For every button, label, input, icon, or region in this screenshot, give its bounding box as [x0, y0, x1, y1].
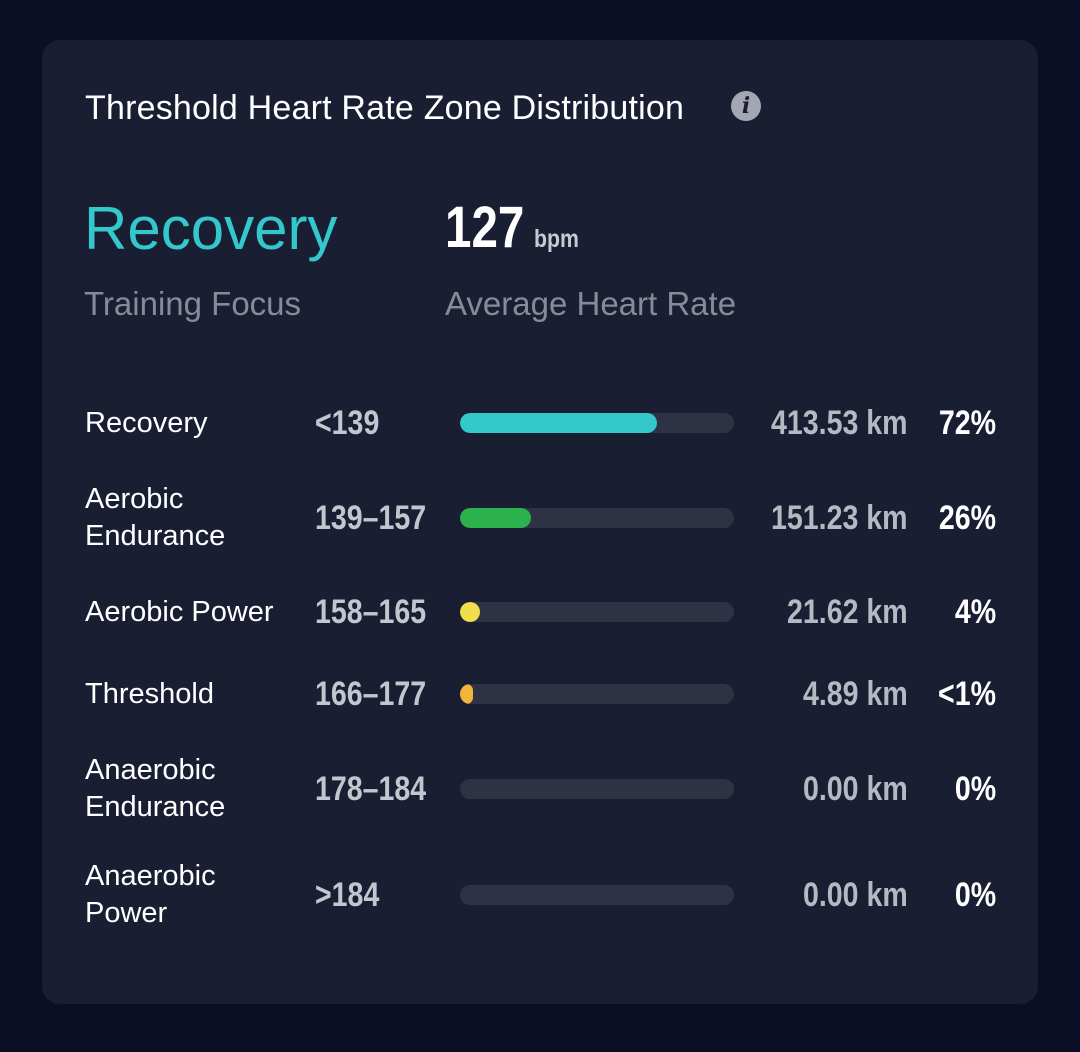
- average-heart-rate-value: 127 bpm: [445, 195, 587, 261]
- zone-range: 139–157: [315, 499, 427, 537]
- zone-range: 178–184: [315, 770, 427, 808]
- zone-percent: 4%: [954, 593, 996, 631]
- zone-name: Threshold: [85, 677, 214, 710]
- zone-progress-bar: [460, 602, 734, 622]
- zone-distance: 0.00 km: [803, 770, 908, 808]
- zone-progress-bar: [460, 885, 734, 905]
- training-focus-label: Training Focus: [84, 285, 302, 322]
- zone-range: 158–165: [315, 593, 427, 631]
- zone-distribution-card: Threshold Heart Rate Zone Distribution i…: [42, 40, 1038, 1004]
- training-focus-value: Recovery: [84, 195, 338, 262]
- zone-name: Anaerobic Endurance: [85, 754, 226, 823]
- average-heart-rate-number: 127: [445, 195, 525, 260]
- zone-progress-fill: [460, 684, 473, 704]
- zone-progress-bar: [460, 508, 734, 528]
- info-icon[interactable]: i: [731, 91, 761, 121]
- zone-progress-bar: [460, 779, 734, 799]
- zone-distance: 4.89 km: [803, 675, 908, 713]
- zone-range: >184: [315, 876, 380, 914]
- zone-name: Aerobic Power: [85, 595, 274, 628]
- zone-range: <139: [315, 404, 380, 442]
- zone-name: Aerobic Endurance: [85, 483, 226, 552]
- zone-progress-bar: [460, 684, 734, 704]
- zone-distance: 413.53 km: [771, 404, 908, 442]
- zone-distance: 151.23 km: [771, 499, 908, 537]
- zone-distance: 0.00 km: [803, 876, 908, 914]
- average-heart-rate-unit: bpm: [534, 225, 580, 253]
- zone-percent: 26%: [938, 499, 996, 537]
- zone-percent: 0%: [954, 876, 996, 914]
- zone-percent: <1%: [938, 675, 996, 713]
- zone-progress-fill: [460, 602, 480, 622]
- zone-name: Anaerobic Power: [85, 860, 216, 929]
- zone-name: Recovery: [85, 406, 208, 439]
- zone-range: 166–177: [315, 675, 427, 713]
- zone-distance: 21.62 km: [787, 593, 908, 631]
- zone-progress-fill: [460, 508, 531, 528]
- zone-percent: 0%: [954, 770, 996, 808]
- zone-progress-bar: [460, 413, 734, 433]
- zone-percent: 72%: [938, 404, 996, 442]
- card-title: Threshold Heart Rate Zone Distribution: [85, 89, 685, 127]
- zone-progress-fill: [460, 413, 657, 433]
- average-heart-rate-label: Average Heart Rate: [445, 285, 737, 322]
